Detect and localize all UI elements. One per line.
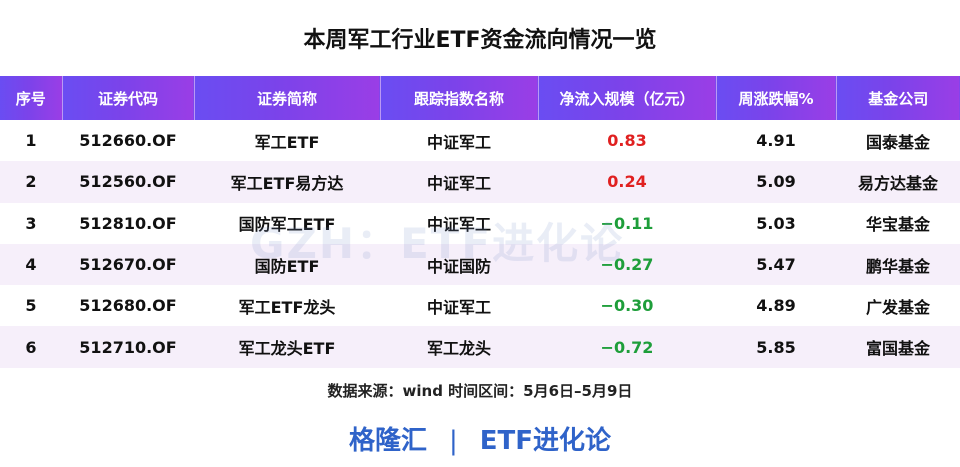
cell-fund-company: 广发基金 bbox=[836, 285, 960, 327]
etf-flow-table: 序号 证券代码 证券简称 跟踪指数名称 净流入规模（亿元） 周涨跌幅% 基金公司… bbox=[0, 76, 960, 368]
source-note: 数据来源：wind 时间区间：5月6日–5月9日 bbox=[327, 382, 633, 400]
cell-tracked-index: 中证军工 bbox=[380, 285, 538, 327]
cell-name: 军工ETF龙头 bbox=[194, 285, 380, 327]
cell-name: 军工ETF bbox=[194, 120, 380, 162]
cell-weekly-change: 5.47 bbox=[716, 243, 836, 286]
header-fund-company: 基金公司 bbox=[836, 76, 960, 120]
cell-index: 3 bbox=[0, 202, 62, 244]
cell-code: 512660.OF bbox=[62, 120, 194, 162]
table-header-row: 序号 证券代码 证券简称 跟踪指数名称 净流入规模（亿元） 周涨跌幅% 基金公司 bbox=[0, 76, 960, 120]
cell-tracked-index: 中证军工 bbox=[380, 120, 538, 162]
table-row: 6 512710.OF 军工龙头ETF 军工龙头 −0.72 5.85 富国基金 bbox=[0, 326, 960, 368]
cell-tracked-index: 军工龙头 bbox=[380, 326, 538, 368]
cell-name: 军工ETF易方达 bbox=[194, 161, 380, 203]
cell-weekly-change: 4.91 bbox=[716, 120, 836, 162]
cell-index: 4 bbox=[0, 243, 62, 286]
header-index: 序号 bbox=[0, 76, 63, 120]
footer-brand-right: ETF进化论 bbox=[479, 426, 612, 456]
cell-weekly-change: 5.09 bbox=[716, 161, 836, 203]
table-row: 3 512810.OF 国防军工ETF 中证军工 −0.11 5.03 华宝基金 bbox=[0, 202, 960, 244]
cell-net-inflow: 0.24 bbox=[538, 161, 716, 203]
cell-code: 512710.OF bbox=[62, 326, 194, 368]
cell-weekly-change: 5.03 bbox=[716, 202, 836, 244]
cell-weekly-change: 4.89 bbox=[716, 285, 836, 327]
cell-fund-company: 国泰基金 bbox=[836, 120, 960, 162]
cell-code: 512670.OF bbox=[62, 243, 194, 286]
cell-index: 1 bbox=[0, 120, 62, 162]
header-weekly-change: 周涨跌幅% bbox=[716, 76, 837, 120]
header-name: 证券简称 bbox=[194, 76, 381, 120]
cell-net-inflow: −0.72 bbox=[538, 326, 716, 368]
cell-net-inflow: −0.11 bbox=[538, 202, 716, 244]
cell-code: 512810.OF bbox=[62, 202, 194, 244]
cell-weekly-change: 5.85 bbox=[716, 326, 836, 368]
cell-tracked-index: 中证国防 bbox=[380, 243, 538, 286]
cell-code: 512560.OF bbox=[62, 161, 194, 203]
table-row: 4 512670.OF 国防ETF 中证国防 −0.27 5.47 鹏华基金 bbox=[0, 243, 960, 286]
page-title: 本周军工行业ETF资金流向情况一览 bbox=[303, 28, 657, 53]
cell-name: 军工龙头ETF bbox=[194, 326, 380, 368]
cell-index: 5 bbox=[0, 285, 62, 327]
cell-fund-company: 鹏华基金 bbox=[836, 243, 960, 286]
table-row: 1 512660.OF 军工ETF 中证军工 0.83 4.91 国泰基金 bbox=[0, 120, 960, 162]
cell-tracked-index: 中证军工 bbox=[380, 161, 538, 203]
cell-name: 国防军工ETF bbox=[194, 202, 380, 244]
footer-brand: 格隆汇 | ETF进化论 bbox=[0, 420, 960, 457]
footer-separator: | bbox=[448, 426, 458, 456]
cell-code: 512680.OF bbox=[62, 285, 194, 327]
cell-name: 国防ETF bbox=[194, 243, 380, 286]
header-tracked-index: 跟踪指数名称 bbox=[380, 76, 539, 120]
cell-fund-company: 华宝基金 bbox=[836, 202, 960, 244]
cell-index: 2 bbox=[0, 161, 62, 203]
footer-brand-left: 格隆汇 bbox=[348, 426, 427, 456]
header-code: 证券代码 bbox=[62, 76, 195, 120]
cell-net-inflow: −0.27 bbox=[538, 243, 716, 286]
cell-net-inflow: −0.30 bbox=[538, 285, 716, 327]
cell-tracked-index: 中证军工 bbox=[380, 202, 538, 244]
table-row: 2 512560.OF 军工ETF易方达 中证军工 0.24 5.09 易方达基… bbox=[0, 161, 960, 203]
cell-index: 6 bbox=[0, 326, 62, 368]
cell-fund-company: 富国基金 bbox=[836, 326, 960, 368]
table-row: 5 512680.OF 军工ETF龙头 中证军工 −0.30 4.89 广发基金 bbox=[0, 285, 960, 327]
cell-fund-company: 易方达基金 bbox=[836, 161, 960, 203]
header-net-inflow: 净流入规模（亿元） bbox=[538, 76, 717, 120]
cell-net-inflow: 0.83 bbox=[538, 120, 716, 162]
